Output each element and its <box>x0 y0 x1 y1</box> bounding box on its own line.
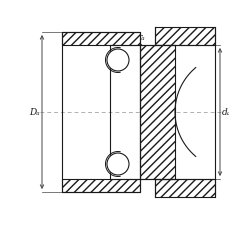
Bar <box>62 33 139 192</box>
Bar <box>57 28 229 197</box>
Polygon shape <box>154 179 214 197</box>
Circle shape <box>106 50 128 72</box>
Bar <box>62 46 109 179</box>
Bar <box>139 46 174 179</box>
Text: dₐ: dₐ <box>221 108 229 117</box>
Polygon shape <box>154 28 214 46</box>
Polygon shape <box>62 179 139 192</box>
Circle shape <box>106 153 128 175</box>
Text: Dₐ: Dₐ <box>29 108 40 117</box>
Polygon shape <box>62 33 139 46</box>
Text: rₐ: rₐ <box>136 33 144 42</box>
